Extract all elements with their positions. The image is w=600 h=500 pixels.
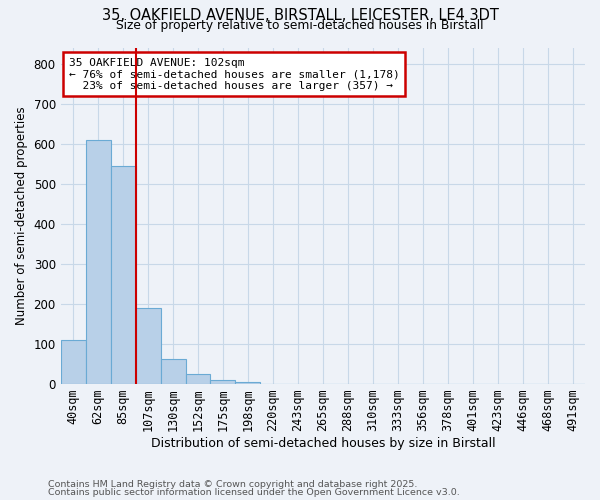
Bar bbox=[185, 374, 211, 384]
Bar bbox=[86, 140, 110, 384]
Bar bbox=[61, 340, 86, 384]
Bar bbox=[136, 308, 161, 384]
Text: Contains HM Land Registry data © Crown copyright and database right 2025.: Contains HM Land Registry data © Crown c… bbox=[48, 480, 418, 489]
Text: Size of property relative to semi-detached houses in Birstall: Size of property relative to semi-detach… bbox=[116, 18, 484, 32]
Bar bbox=[235, 382, 260, 384]
Text: Contains public sector information licensed under the Open Government Licence v3: Contains public sector information licen… bbox=[48, 488, 460, 497]
Bar bbox=[161, 358, 185, 384]
X-axis label: Distribution of semi-detached houses by size in Birstall: Distribution of semi-detached houses by … bbox=[151, 437, 495, 450]
Y-axis label: Number of semi-detached properties: Number of semi-detached properties bbox=[15, 106, 28, 325]
Bar bbox=[110, 166, 136, 384]
Text: 35, OAKFIELD AVENUE, BIRSTALL, LEICESTER, LE4 3DT: 35, OAKFIELD AVENUE, BIRSTALL, LEICESTER… bbox=[101, 8, 499, 22]
Bar bbox=[211, 380, 235, 384]
Text: 35 OAKFIELD AVENUE: 102sqm
← 76% of semi-detached houses are smaller (1,178)
  2: 35 OAKFIELD AVENUE: 102sqm ← 76% of semi… bbox=[68, 58, 399, 91]
